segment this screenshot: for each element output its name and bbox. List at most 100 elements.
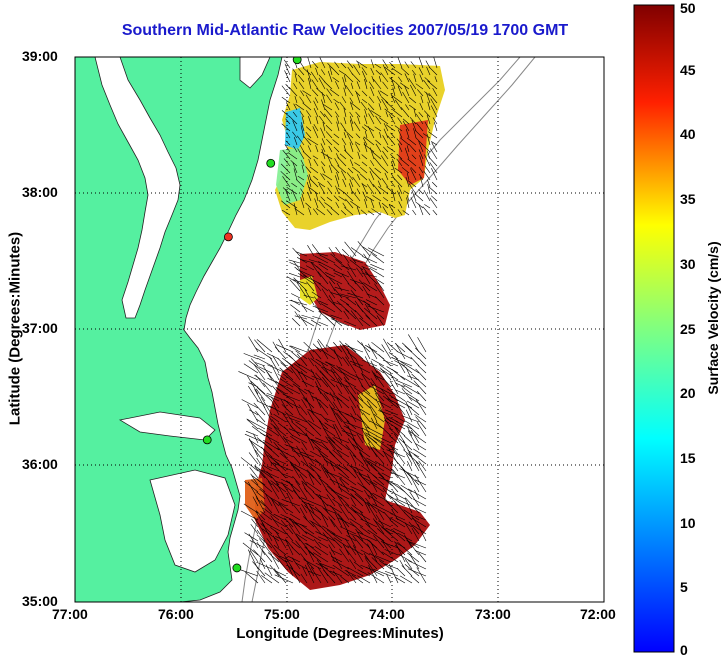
velocity-vector (301, 314, 315, 320)
velocity-vector (380, 493, 392, 507)
velocity-vector (383, 417, 392, 430)
velocity-vector (408, 78, 417, 90)
velocity-vector (351, 72, 361, 83)
x-tick-label: 75:00 (264, 606, 300, 622)
velocity-vector (298, 272, 315, 285)
velocity-vector (410, 356, 420, 367)
velocity-vector (309, 506, 322, 514)
velocity-vector (379, 117, 389, 125)
velocity-vector (350, 506, 364, 521)
velocity-vector (266, 466, 280, 472)
velocity-vector (325, 418, 336, 423)
velocity-vector (350, 200, 361, 209)
velocity-vector (359, 166, 368, 174)
velocity-vector (349, 142, 354, 153)
velocity-vector (432, 209, 438, 216)
velocity-vector (363, 142, 368, 153)
velocity-vector (317, 282, 329, 292)
velocity-vector (410, 166, 417, 174)
velocity-vector (378, 103, 382, 111)
velocity-vector (326, 470, 336, 479)
velocity-vector (349, 111, 354, 118)
velocity-vector (332, 498, 343, 507)
velocity-vector (262, 550, 273, 563)
velocity-vector (356, 60, 368, 69)
velocity-vector (386, 449, 406, 458)
velocity-vector (333, 537, 350, 549)
velocity-vector (389, 380, 399, 395)
velocity-vector (381, 178, 389, 188)
velocity-vector (406, 145, 410, 153)
velocity-vector (415, 368, 427, 381)
velocity-vector (256, 478, 273, 493)
velocity-vector (395, 81, 403, 90)
velocity-vector (343, 107, 347, 118)
x-tick-label: 72:00 (580, 606, 616, 622)
velocity-vector (314, 364, 322, 374)
velocity-vector (274, 530, 287, 549)
velocity-vector (288, 259, 301, 264)
velocity-vector (343, 421, 364, 430)
velocity-vector (254, 466, 266, 479)
velocity-vector (381, 551, 399, 563)
velocity-vector (416, 122, 424, 132)
velocity-vector (253, 354, 266, 360)
velocity-vector (297, 298, 308, 313)
velocity-vector (418, 141, 424, 153)
velocity-vector (343, 129, 354, 139)
velocity-vector (404, 147, 410, 160)
velocity-vector (274, 480, 287, 486)
velocity-vector (347, 352, 357, 360)
velocity-vector (389, 113, 396, 125)
velocity-vector (307, 57, 312, 69)
station-marker (232, 563, 242, 573)
velocity-vector (333, 270, 350, 278)
velocity-vector (321, 92, 326, 104)
velocity-vector (271, 365, 280, 381)
velocity-vector (332, 77, 340, 83)
velocity-vector (315, 208, 326, 216)
velocity-vector (359, 408, 371, 416)
map-layers (75, 57, 604, 602)
velocity-vector (297, 74, 305, 83)
velocity-vector (350, 493, 364, 507)
velocity-vector (357, 151, 361, 160)
velocity-vector (357, 575, 371, 584)
velocity-vector (333, 263, 343, 271)
velocity-vector (297, 68, 305, 76)
velocity-vector (382, 59, 389, 69)
velocity-vector (401, 415, 420, 423)
velocity-vector (326, 275, 343, 285)
velocity-vector (328, 289, 336, 299)
velocity-vector (345, 444, 357, 458)
velocity-vector (414, 474, 427, 493)
velocity-vector (330, 253, 343, 264)
velocity-vector (375, 70, 382, 76)
velocity-vector (372, 503, 392, 514)
velocity-vector (383, 511, 392, 521)
velocity-vector (275, 570, 287, 577)
velocity-vector (312, 348, 322, 360)
velocity-vector (315, 116, 319, 125)
velocity-vector (390, 93, 396, 104)
velocity-vector (378, 537, 392, 549)
station-marker (224, 232, 233, 242)
velocity-vector (270, 497, 280, 514)
velocity-vector (402, 440, 413, 458)
velocity-vector (317, 566, 329, 584)
velocity-vector (367, 305, 385, 313)
velocity-vector (382, 359, 399, 367)
velocity-vector (314, 255, 329, 264)
velocity-vector (385, 111, 389, 118)
velocity-vector (374, 283, 385, 299)
velocity-vector (284, 517, 294, 528)
velocity-vector (283, 373, 301, 388)
velocity-vector (288, 86, 298, 97)
velocity-vector (300, 90, 305, 97)
y-axis-label: Latitude (Degrees:Minutes) (6, 231, 24, 426)
velocity-vector (409, 554, 420, 570)
velocity-vector (320, 196, 326, 202)
velocity-vector (300, 197, 305, 209)
velocity-vector (401, 385, 413, 395)
velocity-vector (360, 209, 368, 216)
